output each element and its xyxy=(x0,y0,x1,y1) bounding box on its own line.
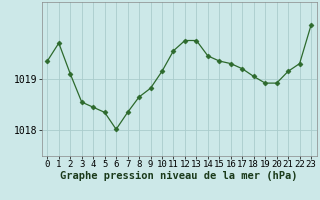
X-axis label: Graphe pression niveau de la mer (hPa): Graphe pression niveau de la mer (hPa) xyxy=(60,171,298,181)
